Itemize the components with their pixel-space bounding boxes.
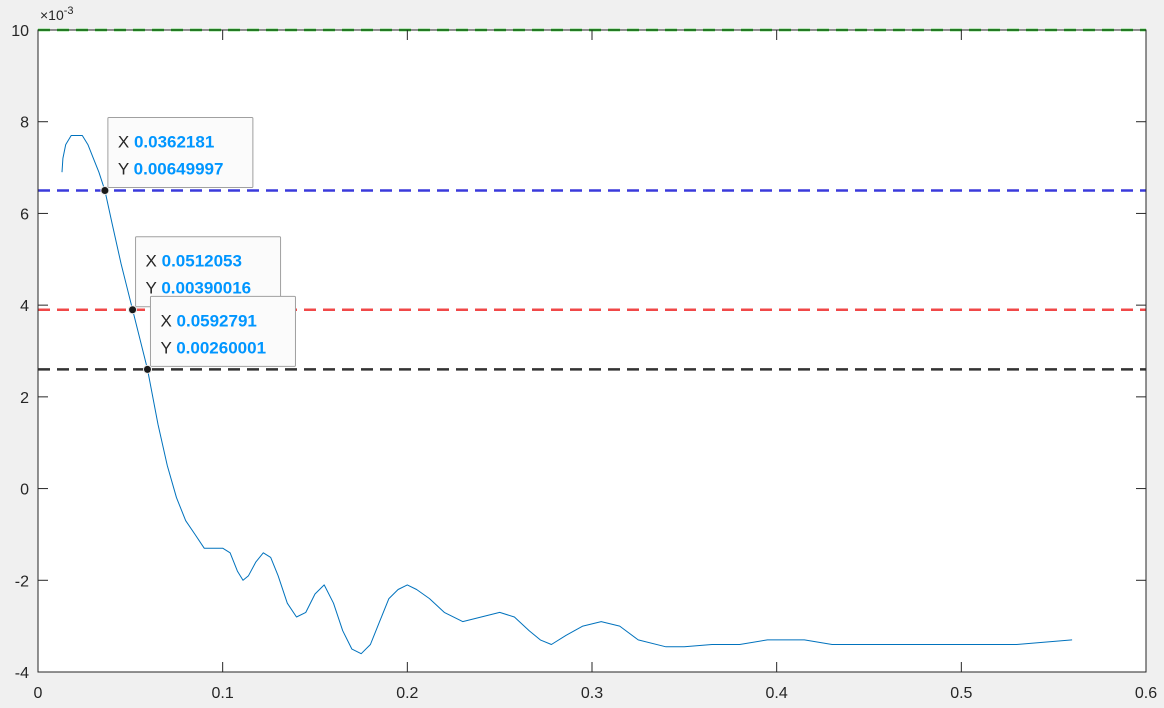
datatip-y-label: Y <box>146 279 162 298</box>
datatip-x-label: X <box>160 311 176 330</box>
datatip-x-value: 0.0512053 <box>162 252 242 271</box>
datatip-x-value: 0.0362181 <box>134 133 214 152</box>
datatip-y-text: Y 0.00390016 <box>146 279 252 298</box>
y-tick-label: -4 <box>15 665 29 682</box>
datatip-y-text: Y 0.00260001 <box>160 338 266 357</box>
datatip-x-label: X <box>146 252 162 271</box>
x-tick-label: 0.2 <box>396 685 418 702</box>
y-tick-label: 10 <box>11 23 29 40</box>
datatip-box <box>107 117 254 189</box>
x-tick-label: 0.1 <box>212 685 234 702</box>
y-tick-label: 4 <box>20 298 29 315</box>
y-tick-label: 8 <box>20 115 29 132</box>
datatip-x-text: X 0.0592791 <box>160 311 256 330</box>
datatip-y-value: 0.00649997 <box>134 160 224 179</box>
y-tick-label: -2 <box>15 573 29 590</box>
y-tick-label: 0 <box>20 482 29 499</box>
datatip-x-text: X 0.0512053 <box>146 252 242 271</box>
datatip-y-label: Y <box>160 338 176 357</box>
x-tick-label: 0.3 <box>581 685 603 702</box>
datatip-y-label: Y <box>118 160 134 179</box>
axis-ticks: 0 0.1 0.2 0.3 0.4 0.5 0.6 -4 -2 0 2 4 6 8 10 <box>11 23 1157 702</box>
datatip-marker[interactable] <box>128 305 138 315</box>
y-tick-label: 2 <box>20 390 29 407</box>
svg-text:×10-3: ×10-3 <box>40 5 74 23</box>
y-tick-label: 6 <box>20 206 29 223</box>
y-axis-exponent: ×10-3 <box>40 5 74 23</box>
datatip-marker[interactable] <box>142 364 152 374</box>
datatip-marker[interactable] <box>100 186 110 196</box>
datatip-box <box>149 295 296 367</box>
y-exponent-power: -3 <box>64 5 74 17</box>
datatip-x-text: X 0.0362181 <box>118 133 214 152</box>
x-tick-label: 0 <box>34 685 43 702</box>
y-exponent-base: ×10 <box>40 7 64 23</box>
datatip-y-value: 0.00260001 <box>176 338 266 357</box>
x-tick-label: 0.5 <box>950 685 972 702</box>
datatip-x-value: 0.0592791 <box>177 311 257 330</box>
x-tick-label: 0.4 <box>766 685 788 702</box>
x-tick-label: 0.6 <box>1135 685 1157 702</box>
series-curve <box>61 135 1073 655</box>
datatip-y-text: Y 0.00649997 <box>118 160 224 179</box>
datatip-x-label: X <box>118 133 134 152</box>
datatip-y-value: 0.00390016 <box>161 279 251 298</box>
